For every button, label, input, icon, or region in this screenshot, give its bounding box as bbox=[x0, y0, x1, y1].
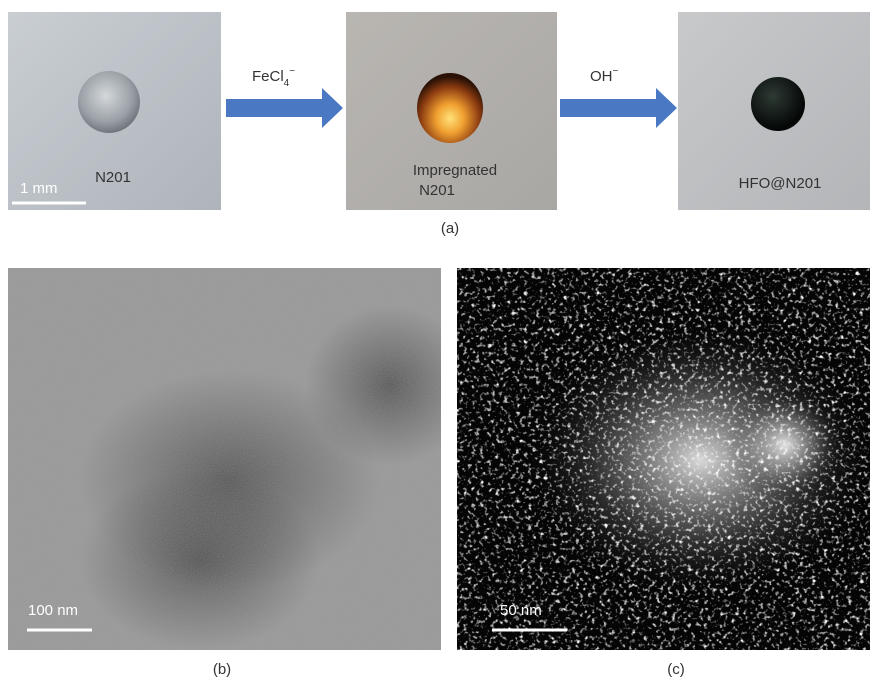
bead bbox=[751, 77, 805, 131]
scale-label: 100 nm bbox=[28, 602, 78, 619]
arrow bbox=[226, 88, 343, 128]
caption: (c) bbox=[667, 661, 685, 678]
superscript: − bbox=[289, 66, 295, 77]
bead bbox=[78, 71, 140, 133]
scale-label: 50 nm bbox=[500, 602, 542, 619]
caption: (a) bbox=[441, 220, 459, 237]
bead bbox=[417, 73, 483, 143]
scale-label: 1 mm bbox=[20, 180, 58, 197]
subscript: 4 bbox=[284, 78, 290, 89]
text: FeCl bbox=[252, 68, 284, 85]
caption: (b) bbox=[213, 661, 231, 678]
arrow bbox=[560, 88, 677, 128]
noise bbox=[8, 268, 441, 650]
stem-image bbox=[457, 268, 880, 650]
figure: N201 1 mm FeCl4− Impregnated N201 OH− HF… bbox=[0, 0, 880, 681]
photo-label: HFO@N201 bbox=[739, 175, 822, 192]
text: OH bbox=[590, 68, 613, 85]
noise bbox=[457, 268, 870, 650]
arrow-label: OH− bbox=[590, 66, 619, 85]
arrow-label: FeCl4− bbox=[252, 66, 295, 89]
photo-label: N201 bbox=[95, 169, 131, 186]
tem-image bbox=[8, 268, 475, 650]
photo-label: N201 bbox=[419, 182, 455, 199]
superscript: − bbox=[613, 66, 619, 77]
photo-label: Impregnated bbox=[413, 162, 497, 179]
